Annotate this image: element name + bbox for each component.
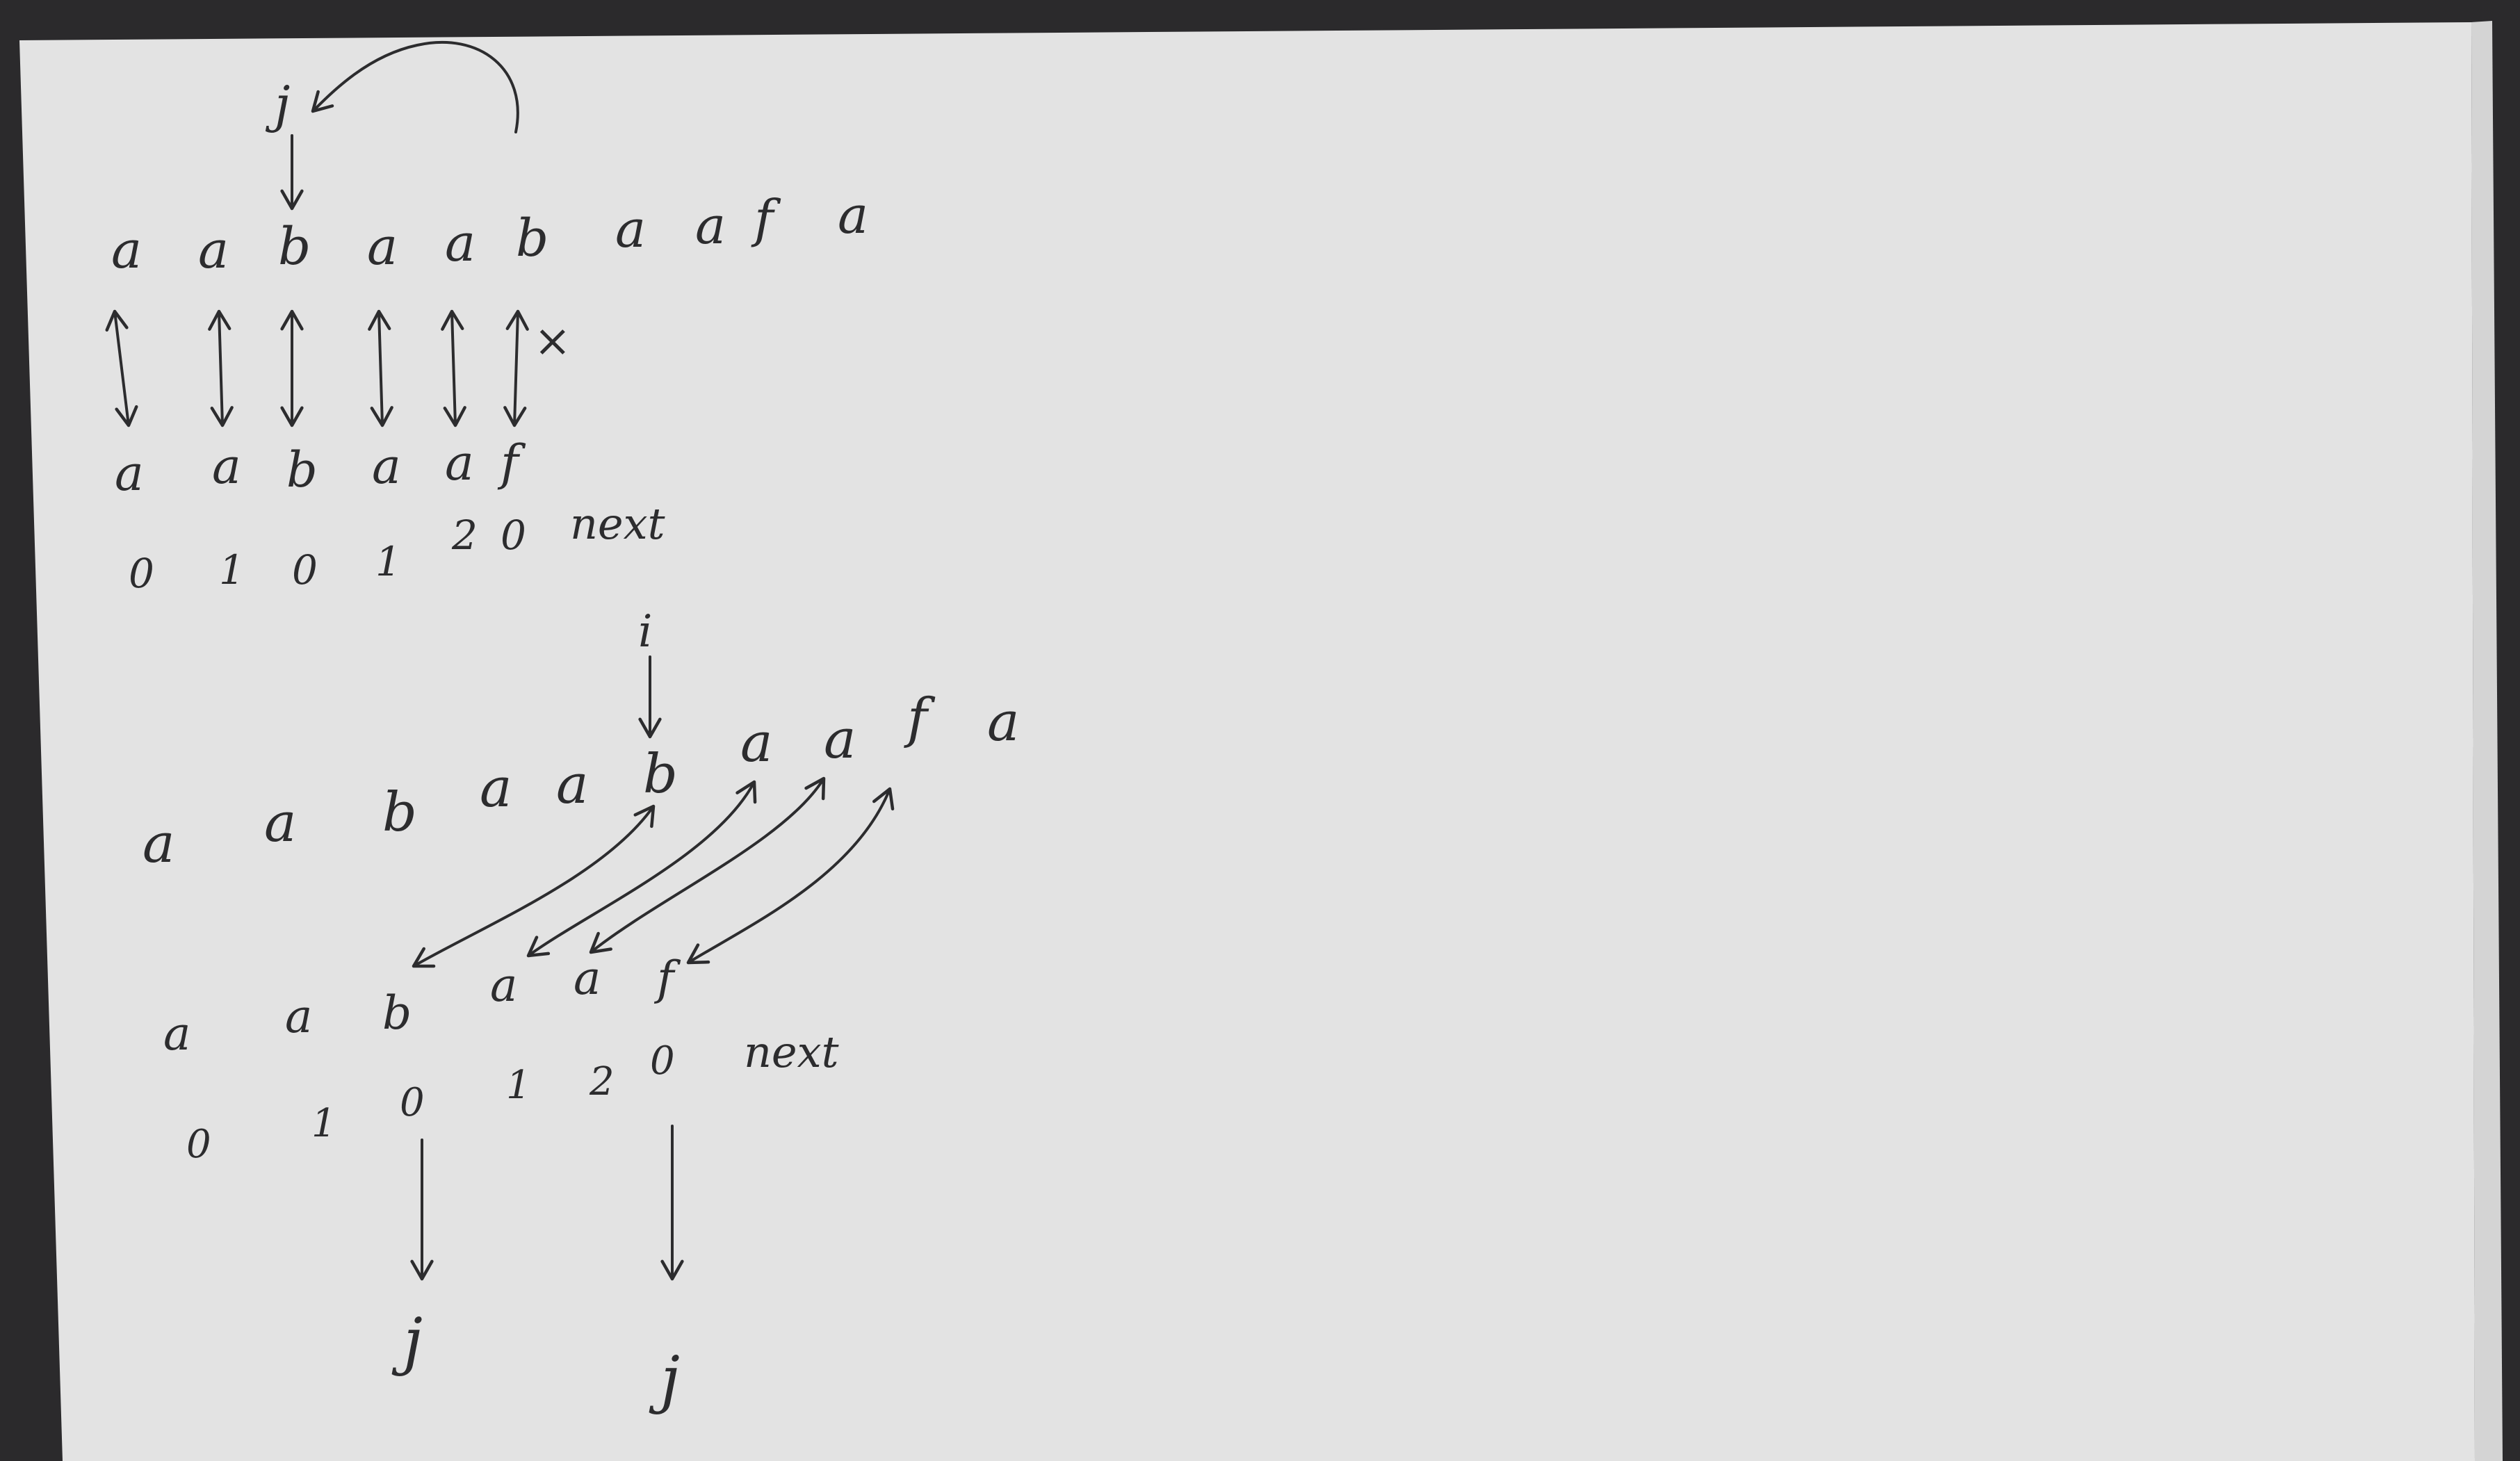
top-pattern-char: a (445, 434, 474, 491)
top-pattern-char: a (372, 438, 401, 495)
top-text-char: a (367, 217, 398, 277)
bottom-text-char: a (824, 708, 856, 771)
top-next-value: 0 (292, 546, 318, 594)
top-next-value: 0 (129, 550, 154, 597)
top-text-char: b (516, 209, 548, 268)
bottom-next-value: 0 (650, 1038, 675, 1084)
top-next-value: 0 (501, 512, 526, 559)
bottom-text-char: a (987, 691, 1020, 753)
bottom-text-char: a (143, 813, 175, 875)
paper-back-edge (2471, 21, 2503, 1461)
top-text-char: a (695, 196, 726, 256)
bottom-text-char: a (556, 753, 589, 816)
bottom-next-value: 2 (589, 1059, 615, 1104)
bottom-pointer-i: i (638, 606, 652, 658)
bottom-pattern-char: a (163, 1007, 190, 1061)
top-next-value: 1 (219, 546, 245, 594)
bottom-next-value: 1 (311, 1101, 336, 1146)
top-next-label: next (570, 498, 665, 549)
bottom-text-char: a (264, 792, 297, 854)
bottom-next-value: 1 (506, 1063, 531, 1108)
top-next-value: 1 (375, 538, 401, 585)
top-text-char: a (838, 186, 868, 245)
top-text-char: a (615, 199, 646, 259)
bottom-next-label: next (744, 1027, 839, 1077)
top-text-char: b (278, 217, 311, 277)
bottom-pattern-char: a (285, 990, 312, 1043)
bottom-next-value: 0 (186, 1122, 211, 1167)
top-text-char: a (445, 213, 475, 273)
bottom-pattern-char: b (382, 986, 412, 1040)
bottom-next-value: 0 (400, 1080, 425, 1125)
top-pattern-char: a (212, 438, 241, 495)
bottom-text-char: a (740, 712, 773, 774)
bottom-text-char: b (382, 781, 417, 844)
bottom-text-char: b (643, 743, 678, 806)
bottom-pattern-char: a (574, 952, 601, 1005)
bottom-text-char: a (480, 757, 512, 819)
top-text-char: a (198, 220, 229, 280)
top-text-char: a (111, 220, 142, 280)
top-mismatch-mark: × (534, 316, 571, 367)
top-next-value: 2 (451, 512, 478, 559)
bottom-pattern-char: a (490, 958, 517, 1012)
top-pattern-char: b (286, 441, 318, 498)
top-pattern-char: a (115, 445, 144, 502)
